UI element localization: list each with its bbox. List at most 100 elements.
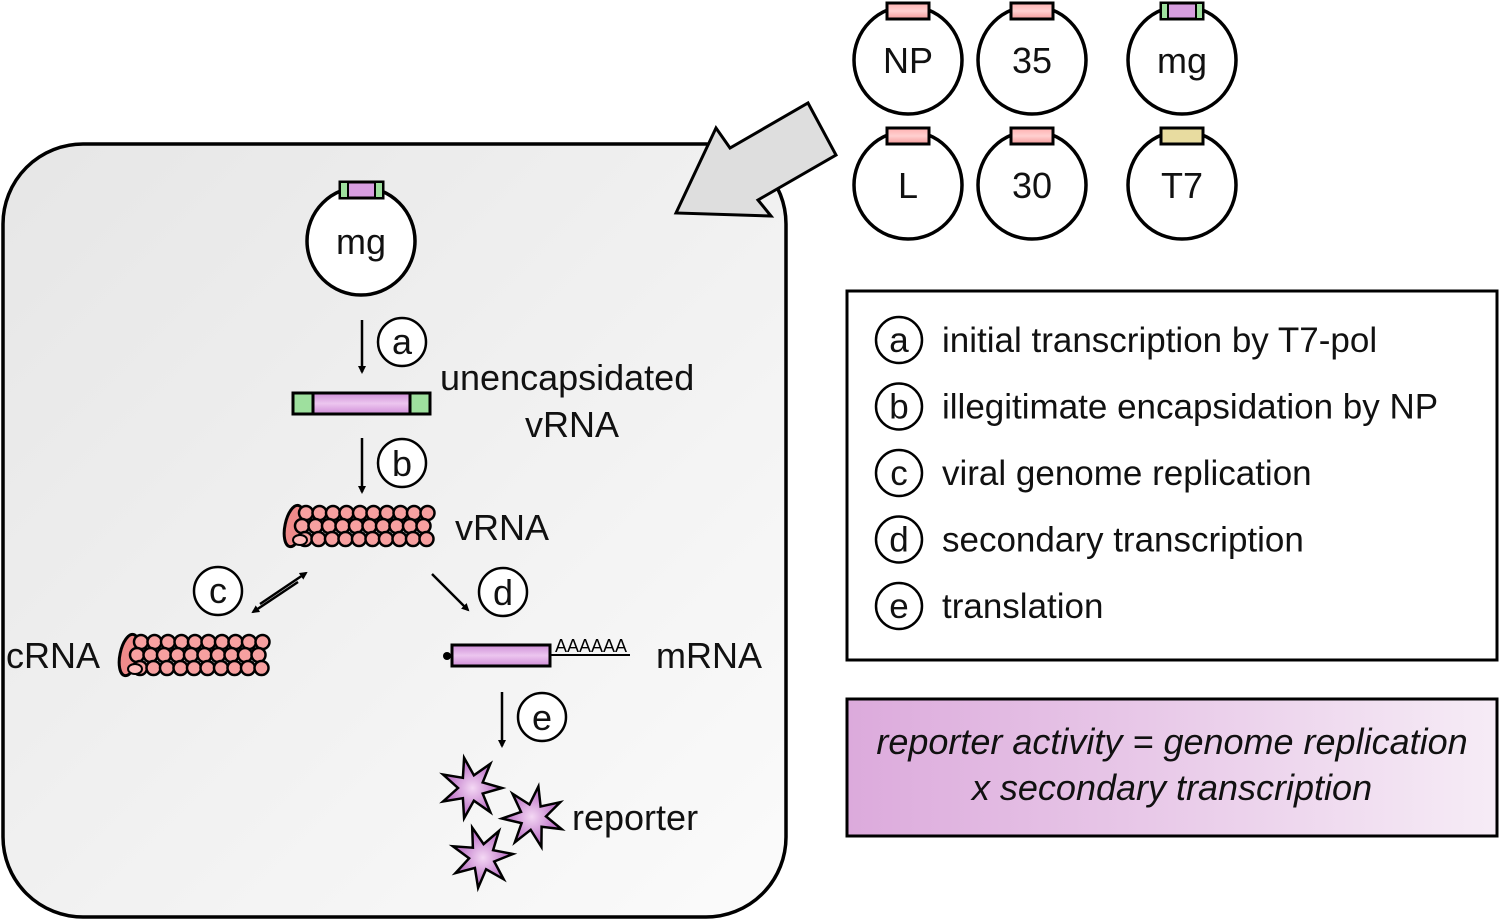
step-c-badge: c — [192, 565, 244, 617]
crna-label: cRNA — [6, 635, 100, 676]
unencapsidated-vrna — [291, 391, 432, 416]
plasmid-np: NP — [852, 1, 964, 116]
plasmid-t7: T7 — [1126, 126, 1238, 241]
plasmid-insert — [1009, 126, 1055, 146]
plasmid-label: NP — [883, 40, 933, 81]
np-subunit — [212, 659, 230, 677]
np-subunit — [320, 517, 338, 535]
np-subunit — [142, 646, 159, 664]
vrna-nucleocapsid — [282, 503, 436, 549]
plasmid-label: mg — [1157, 40, 1207, 81]
formula-box — [845, 697, 1499, 838]
legend-text: illegitimate encapsidation by NP — [942, 388, 1438, 427]
polya-tail: AAAAAA — [555, 636, 627, 656]
np-subunit — [418, 530, 435, 548]
plasmid-l: L — [852, 126, 964, 241]
plasmid-label: 35 — [1012, 40, 1052, 81]
np-subunit — [350, 530, 368, 548]
np-subunit — [239, 659, 257, 677]
arrow-d — [431, 573, 470, 612]
plasmid-label: 30 — [1012, 165, 1052, 206]
reporter-label: reporter — [572, 797, 698, 838]
legend-text: viral genome replication — [942, 454, 1312, 493]
legend: a initial transcription by T7-pol b illegit… — [874, 315, 1438, 631]
legend-letter: b — [889, 388, 908, 427]
reporter-star-icon — [497, 782, 566, 852]
np-subunit — [364, 530, 381, 548]
np-subunit — [334, 517, 351, 535]
legend-text: translation — [942, 587, 1103, 626]
plasmid-label: L — [898, 165, 918, 206]
legend-letter: e — [889, 587, 908, 626]
legend-item-d: d secondary transcription — [874, 515, 1304, 564]
np-subunit — [236, 646, 254, 664]
legend-letter: a — [889, 321, 909, 360]
plasmid-30: 30 — [976, 126, 1088, 241]
unencapsidated-label-2: vRNA — [525, 404, 619, 445]
np-subunit — [182, 646, 200, 664]
np-subunit — [145, 659, 162, 677]
np-subunit — [158, 659, 176, 677]
np-subunit — [323, 530, 341, 548]
np-subunit — [347, 517, 365, 535]
plasmid-35: 35 — [976, 1, 1088, 116]
np-subunit — [337, 530, 354, 548]
svg-text:d: d — [493, 572, 513, 613]
np-subunit — [128, 646, 146, 664]
np-subunit — [253, 659, 270, 677]
np-subunit — [310, 530, 327, 548]
legend-letter: c — [890, 454, 908, 493]
legend-letter: d — [889, 521, 908, 560]
plasmid-insert — [1159, 126, 1205, 146]
plasmid-insert — [885, 1, 931, 21]
svg-text:c: c — [209, 570, 227, 611]
np-subunit — [155, 646, 173, 664]
np-subunit — [401, 517, 419, 535]
legend-text: secondary transcription — [942, 521, 1304, 560]
np-subunit — [226, 659, 243, 677]
np-subunit — [377, 530, 395, 548]
unencapsidated-label: unencapsidated — [440, 357, 694, 398]
step-d-badge: d — [477, 566, 529, 618]
legend-item-a: a initial transcription by T7-pol — [874, 315, 1377, 365]
step-a-badge: a — [376, 316, 428, 368]
mrna-label: mRNA — [656, 635, 762, 676]
reporter-star-icon — [439, 753, 507, 823]
svg-text:e: e — [532, 697, 552, 738]
mrna: AAAAAA — [443, 636, 630, 668]
arrow-c-forward — [259, 571, 308, 606]
reporter-proteins — [439, 753, 566, 893]
legend-box — [845, 289, 1499, 662]
np-subunit — [172, 659, 189, 677]
np-subunit — [196, 646, 213, 664]
cell-mg-plasmid: mg — [305, 180, 417, 297]
np-subunit — [404, 530, 422, 548]
np-subunit — [361, 517, 378, 535]
np-subunit — [223, 646, 240, 664]
legend-item-b: b illegitimate encapsidation by NP — [874, 382, 1438, 431]
svg-text:b: b — [392, 443, 412, 484]
np-subunit — [388, 517, 405, 535]
formula-line-2: x secondary transcription — [970, 767, 1372, 808]
np-subunit — [415, 517, 432, 535]
legend-item-c: c viral genome replication — [874, 448, 1312, 498]
reporter-star-icon — [448, 823, 518, 893]
arrow-c-reverse — [251, 580, 299, 614]
plasmid-label: T7 — [1161, 165, 1203, 206]
plasmid-insert — [885, 126, 931, 146]
svg-text:a: a — [392, 321, 413, 362]
plasmid-mg: mg — [1126, 1, 1238, 116]
legend-text: initial transcription by T7-pol — [942, 321, 1377, 360]
vrna-label: vRNA — [455, 507, 549, 548]
np-subunit — [185, 659, 203, 677]
step-e-badge: e — [516, 691, 568, 743]
np-subunit — [199, 659, 216, 677]
np-subunit — [209, 646, 227, 664]
np-subunit — [293, 517, 311, 535]
step-b-badge: b — [376, 437, 428, 489]
legend-item-e: e translation — [874, 581, 1103, 631]
np-subunit — [250, 646, 267, 664]
formula-line-1: reporter activity = genome replication — [876, 721, 1467, 762]
np-subunit — [374, 517, 392, 535]
